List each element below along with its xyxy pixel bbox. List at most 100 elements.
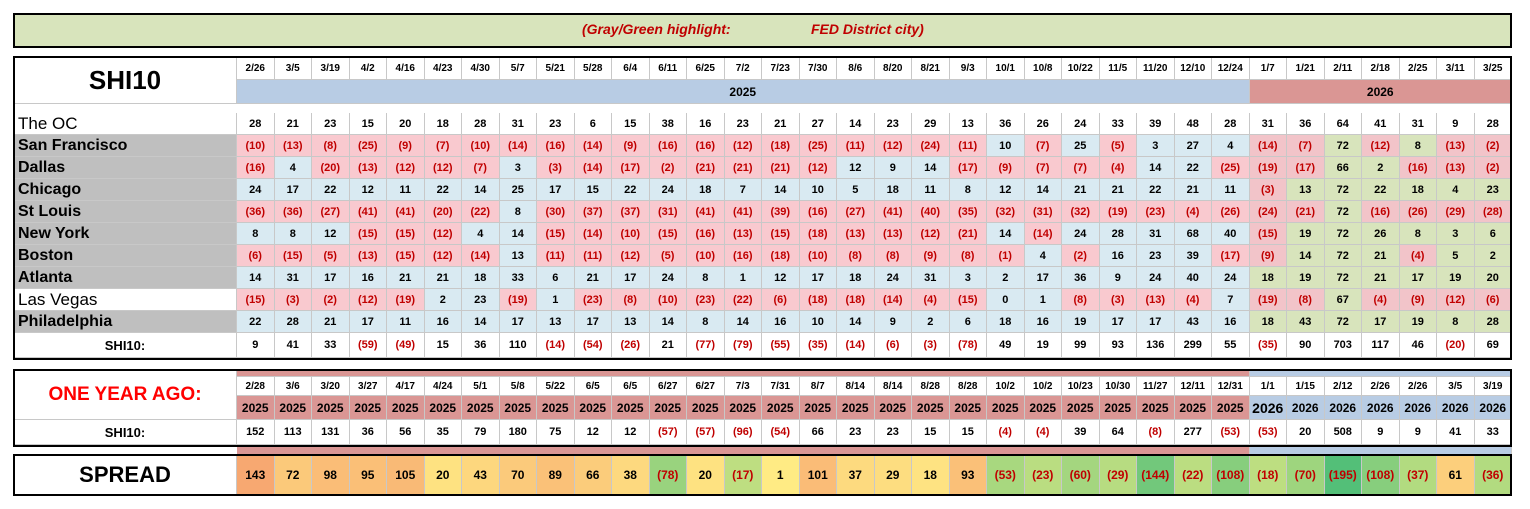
city-value: 36 bbox=[1287, 113, 1325, 135]
city-value: (15) bbox=[762, 223, 800, 245]
city-value: (18) bbox=[799, 223, 837, 245]
city-value: (11) bbox=[574, 245, 612, 267]
total-value: 93 bbox=[1099, 333, 1137, 358]
city-value: 17 bbox=[274, 179, 312, 201]
year-ago-year: 2025 bbox=[574, 396, 612, 420]
year-ago-year: 2026 bbox=[1324, 396, 1362, 420]
city-value: (18) bbox=[799, 289, 837, 311]
city-value: (16) bbox=[687, 135, 725, 157]
city-value: 19 bbox=[1399, 311, 1437, 333]
year-ago-year: 2025 bbox=[1062, 396, 1100, 420]
city-value: 12 bbox=[987, 179, 1025, 201]
spread-value: 29 bbox=[874, 455, 912, 495]
city-value: (13) bbox=[274, 135, 312, 157]
city-value: (16) bbox=[724, 245, 762, 267]
city-value: 2 bbox=[912, 311, 950, 333]
city-value: (17) bbox=[1287, 157, 1325, 179]
city-value: 18 bbox=[424, 113, 462, 135]
city-value: 18 bbox=[874, 179, 912, 201]
city-value: 28 bbox=[1212, 113, 1250, 135]
year-ago-year: 2025 bbox=[274, 396, 312, 420]
city-value: 13 bbox=[949, 113, 987, 135]
city-value: (36) bbox=[274, 201, 312, 223]
date-header: 7/2 bbox=[724, 57, 762, 80]
year-ago-date: 8/14 bbox=[837, 377, 875, 396]
city-value: 66 bbox=[1324, 157, 1362, 179]
city-value: 23 bbox=[1137, 245, 1175, 267]
city-value: 21 bbox=[1062, 179, 1100, 201]
city-value: 5 bbox=[1437, 245, 1475, 267]
city-value: 13 bbox=[612, 311, 650, 333]
year-ago-date: 3/27 bbox=[349, 377, 387, 396]
city-value: 23 bbox=[312, 113, 350, 135]
city-value: (16) bbox=[649, 135, 687, 157]
city-value: (16) bbox=[1399, 157, 1437, 179]
city-value: 31 bbox=[1399, 113, 1437, 135]
year-ago-date: 2/28 bbox=[237, 377, 275, 396]
city-value: 1 bbox=[537, 289, 575, 311]
year-ago-value: 64 bbox=[1099, 420, 1137, 445]
city-value: 17 bbox=[499, 311, 537, 333]
city-name: San Francisco bbox=[14, 135, 237, 157]
spread-value: 143 bbox=[237, 455, 275, 495]
city-value: (41) bbox=[724, 201, 762, 223]
year-ago-date: 4/24 bbox=[424, 377, 462, 396]
date-header: 12/10 bbox=[1174, 57, 1212, 80]
city-value: 11 bbox=[1212, 179, 1250, 201]
city-value: 4 bbox=[1437, 179, 1475, 201]
city-value: (9) bbox=[987, 157, 1025, 179]
year-ago-label: SHI10: bbox=[14, 420, 237, 445]
city-value: (10) bbox=[649, 289, 687, 311]
city-value: (14) bbox=[574, 135, 612, 157]
city-value: 23 bbox=[874, 113, 912, 135]
year-ago-date: 4/17 bbox=[387, 377, 425, 396]
spread-value: (144) bbox=[1137, 455, 1175, 495]
city-value: (5) bbox=[312, 245, 350, 267]
city-value: 28 bbox=[1099, 223, 1137, 245]
year-ago-value: (54) bbox=[762, 420, 800, 445]
total-value: (54) bbox=[574, 333, 612, 358]
city-value: (21) bbox=[724, 157, 762, 179]
city-value: 27 bbox=[799, 113, 837, 135]
year-ago-year: 2026 bbox=[1362, 396, 1400, 420]
year-ago-year: 2025 bbox=[424, 396, 462, 420]
city-value: (13) bbox=[837, 223, 875, 245]
city-value: 33 bbox=[499, 267, 537, 289]
date-header: 4/2 bbox=[349, 57, 387, 80]
city-value: (16) bbox=[1362, 201, 1400, 223]
city-value: 23 bbox=[537, 113, 575, 135]
city-value: (3) bbox=[1099, 289, 1137, 311]
city-value: 31 bbox=[912, 267, 950, 289]
date-header: 3/5 bbox=[274, 57, 312, 80]
city-value: 43 bbox=[1287, 311, 1325, 333]
year-ago-value: 35 bbox=[424, 420, 462, 445]
year-ago-value: 12 bbox=[574, 420, 612, 445]
city-value: (23) bbox=[1137, 201, 1175, 223]
city-value: 18 bbox=[687, 179, 725, 201]
city-value: 17 bbox=[1099, 311, 1137, 333]
city-value: 19 bbox=[1437, 267, 1475, 289]
city-value: 3 bbox=[1437, 223, 1475, 245]
date-header: 1/21 bbox=[1287, 57, 1325, 80]
city-value: (16) bbox=[799, 201, 837, 223]
city-value: (7) bbox=[1287, 135, 1325, 157]
year-ago-year: 2025 bbox=[799, 396, 837, 420]
city-value: (4) bbox=[1399, 245, 1437, 267]
city-value: 2 bbox=[424, 289, 462, 311]
total-value: 9 bbox=[237, 333, 275, 358]
city-value: 39 bbox=[1174, 245, 1212, 267]
city-name: Boston bbox=[14, 245, 237, 267]
city-value: (5) bbox=[649, 245, 687, 267]
city-value: (21) bbox=[949, 223, 987, 245]
year-header: 2025 bbox=[237, 80, 1250, 104]
city-value: 72 bbox=[1324, 201, 1362, 223]
year-ago-year: 2026 bbox=[1399, 396, 1437, 420]
city-value: 17 bbox=[612, 267, 650, 289]
year-ago-date: 7/31 bbox=[762, 377, 800, 396]
city-value: (10) bbox=[687, 245, 725, 267]
year-ago-year: 2025 bbox=[462, 396, 500, 420]
total-value: 136 bbox=[1137, 333, 1175, 358]
city-value: (9) bbox=[912, 245, 950, 267]
city-value: (3) bbox=[1249, 179, 1287, 201]
